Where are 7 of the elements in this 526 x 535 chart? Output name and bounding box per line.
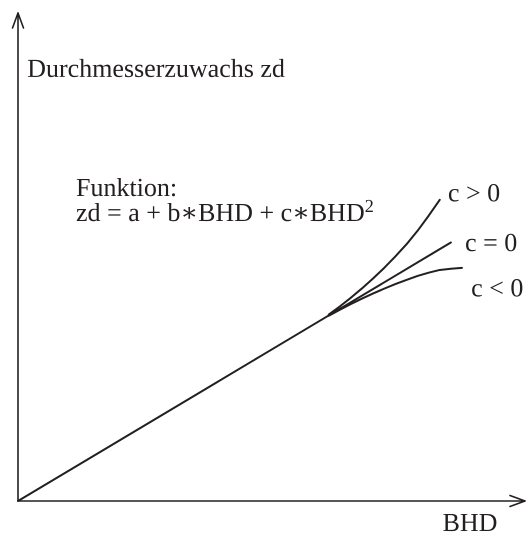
series-label: c > 0 [448,184,500,202]
series-label: c = 0 [466,234,516,252]
x-axis-title: BHD [443,514,496,532]
annotation: zd = a + b∗BHD + c∗BHD$^{2}$ [76,200,373,222]
text: Funktion: [76,178,176,196]
series-label: c < 0 [472,279,522,297]
y-axis-title: Durchmesserzuwachs zd [28,58,285,78]
